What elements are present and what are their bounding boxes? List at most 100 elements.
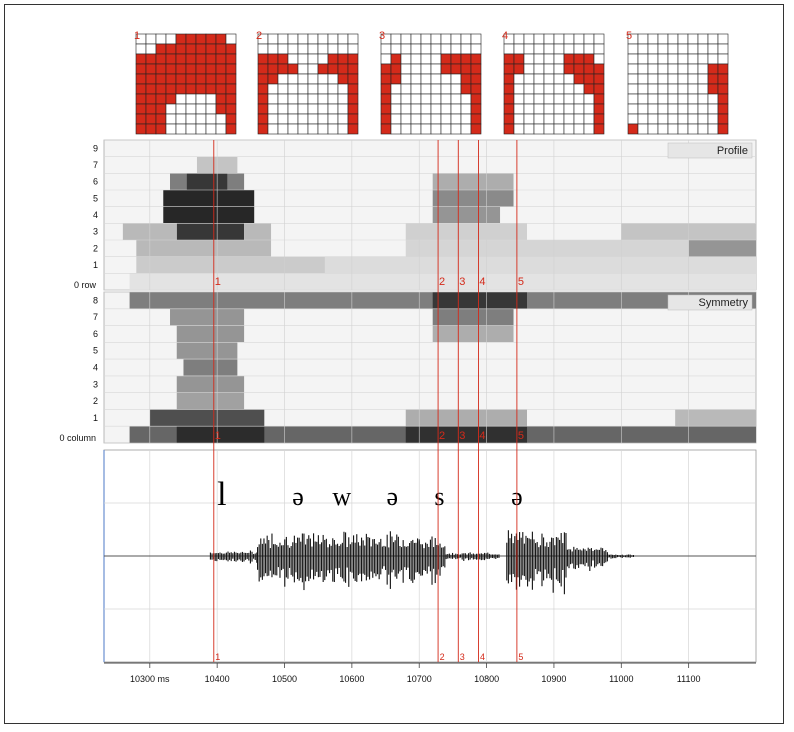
grid-cell [420,73,432,85]
grid-cell [503,73,515,85]
grid-cell [707,63,719,75]
grid-cell [513,113,525,125]
symmetry-panel [103,291,757,444]
symmetry-cell [405,409,527,427]
grid-cell [307,53,319,65]
grid-cell [470,43,482,55]
grid-cell [440,33,452,45]
grid-cell [390,103,402,115]
grid-cell [627,63,639,75]
grid-cell [337,103,349,115]
grid-cell [513,83,525,95]
grid-cell [450,83,462,95]
grid-cell [307,93,319,105]
grid-cell [390,43,402,55]
grid-cell [543,73,555,85]
grid-cell [523,73,535,85]
grid-cell [460,43,472,55]
grid-cell [257,93,269,105]
profile-cell [324,256,756,274]
grid-cell [205,123,217,135]
grid-cell [543,93,555,105]
grid-cell [297,33,309,45]
grid-cell [410,113,422,125]
grid-cell [165,113,177,125]
profile-ytick-label: 1 [93,260,98,270]
grid-cell [637,33,649,45]
grid-cell [287,123,299,135]
grid-cell [450,73,462,85]
grid-cell [637,93,649,105]
grid-cell [297,73,309,85]
grid-cell [503,53,515,65]
profile-ytick-label: 7 [93,160,98,170]
grid-cell [297,113,309,125]
grid-cell [175,53,187,65]
grid-cell [145,73,157,85]
grid-cell [583,113,595,125]
symmetry-ytick-label: 1 [93,413,98,423]
grid-cell [400,73,412,85]
grid-cell [460,83,472,95]
grid-cell [257,103,269,115]
grid-cell [317,83,329,95]
grid-cell [347,43,359,55]
grid-cell [657,83,669,95]
grid-cell [317,43,329,55]
grid-cell [677,113,689,125]
shape-grid-5 [627,33,729,135]
grid-cell [593,33,605,45]
grid-cell [337,33,349,45]
grid-cell [277,103,289,115]
grid-cell [593,73,605,85]
grid-cell [657,63,669,75]
grid-cell [553,63,565,75]
profile-cell [405,223,527,240]
grid-cell [380,103,392,115]
grid-cell [717,53,729,65]
grid-cell [657,103,669,115]
grid-cell [430,113,442,125]
grid-cell [450,93,462,105]
grid-cell [637,113,649,125]
symmetry-cell [176,426,265,443]
marker-label-profile: 3 [459,276,465,288]
grid-cell [175,63,187,75]
grid-cell [380,73,392,85]
grid-cell [503,123,515,135]
x-tick-label: 10600 [339,674,364,684]
grid-cell [155,93,167,105]
grid-cell [287,53,299,65]
grid-cell [267,43,279,55]
symmetry-cell [149,409,265,427]
grid-cell [347,33,359,45]
grid-cell [677,103,689,115]
grid-cell [277,43,289,55]
grid-cell [390,123,402,135]
symmetry-cell [432,325,514,343]
grid-cell [543,63,555,75]
profile-cell [163,206,255,224]
grid-cell [687,43,699,55]
grid-cell [420,93,432,105]
grid-cell [440,123,452,135]
grid-cell [420,33,432,45]
grid-cell [573,43,585,55]
grid-cell [410,33,422,45]
grid-cell [667,93,679,105]
grid-cell [267,93,279,105]
grid-cell [297,93,309,105]
grid-cell [687,83,699,95]
grid-cell [583,103,595,115]
grid-cell [347,63,359,75]
grid-cell [195,103,207,115]
grid-cell [627,93,639,105]
grid-cell [513,33,525,45]
grid-cell [347,53,359,65]
grid-cell [337,123,349,135]
grid-cell [573,33,585,45]
grid-cell [287,83,299,95]
grid-cell [503,43,515,55]
grid-cell [687,103,699,115]
marker-label-symmetry: 1 [215,430,221,442]
